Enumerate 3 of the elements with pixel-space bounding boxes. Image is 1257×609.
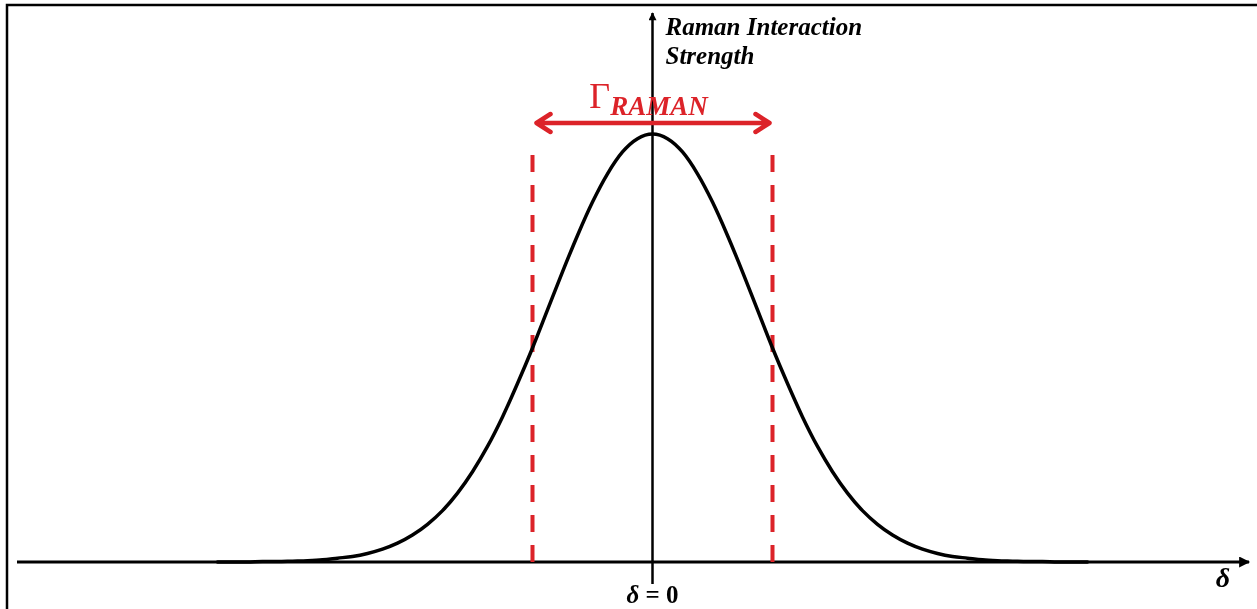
text: δ = 0 (626, 581, 679, 608)
y-axis-title: Raman Interaction Strength (664, 13, 863, 69)
x-axis-title: δ (1215, 562, 1231, 593)
